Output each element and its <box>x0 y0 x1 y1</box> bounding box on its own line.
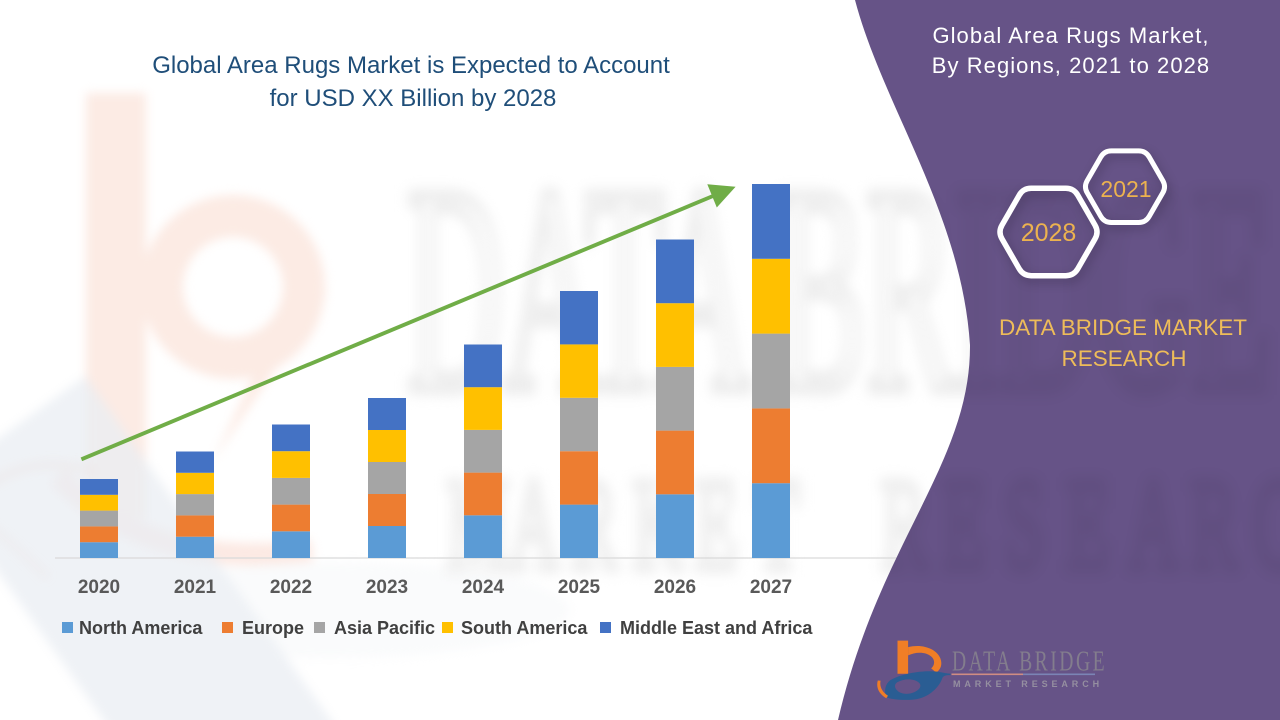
svg-text:MARKET RESEARCH: MARKET RESEARCH <box>953 679 1103 689</box>
svg-text:Asia Pacific: Asia Pacific <box>334 618 435 638</box>
svg-text:2025: 2025 <box>558 577 601 598</box>
svg-text:2022: 2022 <box>270 577 312 598</box>
svg-text:2021: 2021 <box>1100 176 1151 202</box>
svg-text:2023: 2023 <box>366 577 408 598</box>
svg-text:Global Area Rugs Market,: Global Area Rugs Market, <box>932 23 1209 48</box>
svg-text:2020: 2020 <box>78 577 120 598</box>
svg-text:By Regions, 2021 to 2028: By Regions, 2021 to 2028 <box>932 53 1210 78</box>
svg-text:2028: 2028 <box>1021 219 1077 247</box>
svg-text:South America: South America <box>461 618 588 638</box>
svg-text:DATA BRIDGE: DATA BRIDGE <box>952 646 1107 677</box>
svg-text:2027: 2027 <box>750 577 792 598</box>
svg-text:Global Area Rugs Market is Exp: Global Area Rugs Market is Expected to A… <box>152 52 670 79</box>
svg-text:Middle East and Africa: Middle East and Africa <box>620 618 813 638</box>
svg-text:2024: 2024 <box>462 577 505 598</box>
svg-text:2021: 2021 <box>174 577 217 598</box>
svg-text:Europe: Europe <box>242 618 304 638</box>
svg-text:DATA BRIDGE MARKET: DATA BRIDGE MARKET <box>999 315 1247 340</box>
svg-text:North America: North America <box>79 618 203 638</box>
svg-text:RESEARCH: RESEARCH <box>1061 346 1186 371</box>
svg-text:for USD XX Billion by 2028: for USD XX Billion by 2028 <box>270 85 557 112</box>
svg-text:2026: 2026 <box>654 577 696 598</box>
